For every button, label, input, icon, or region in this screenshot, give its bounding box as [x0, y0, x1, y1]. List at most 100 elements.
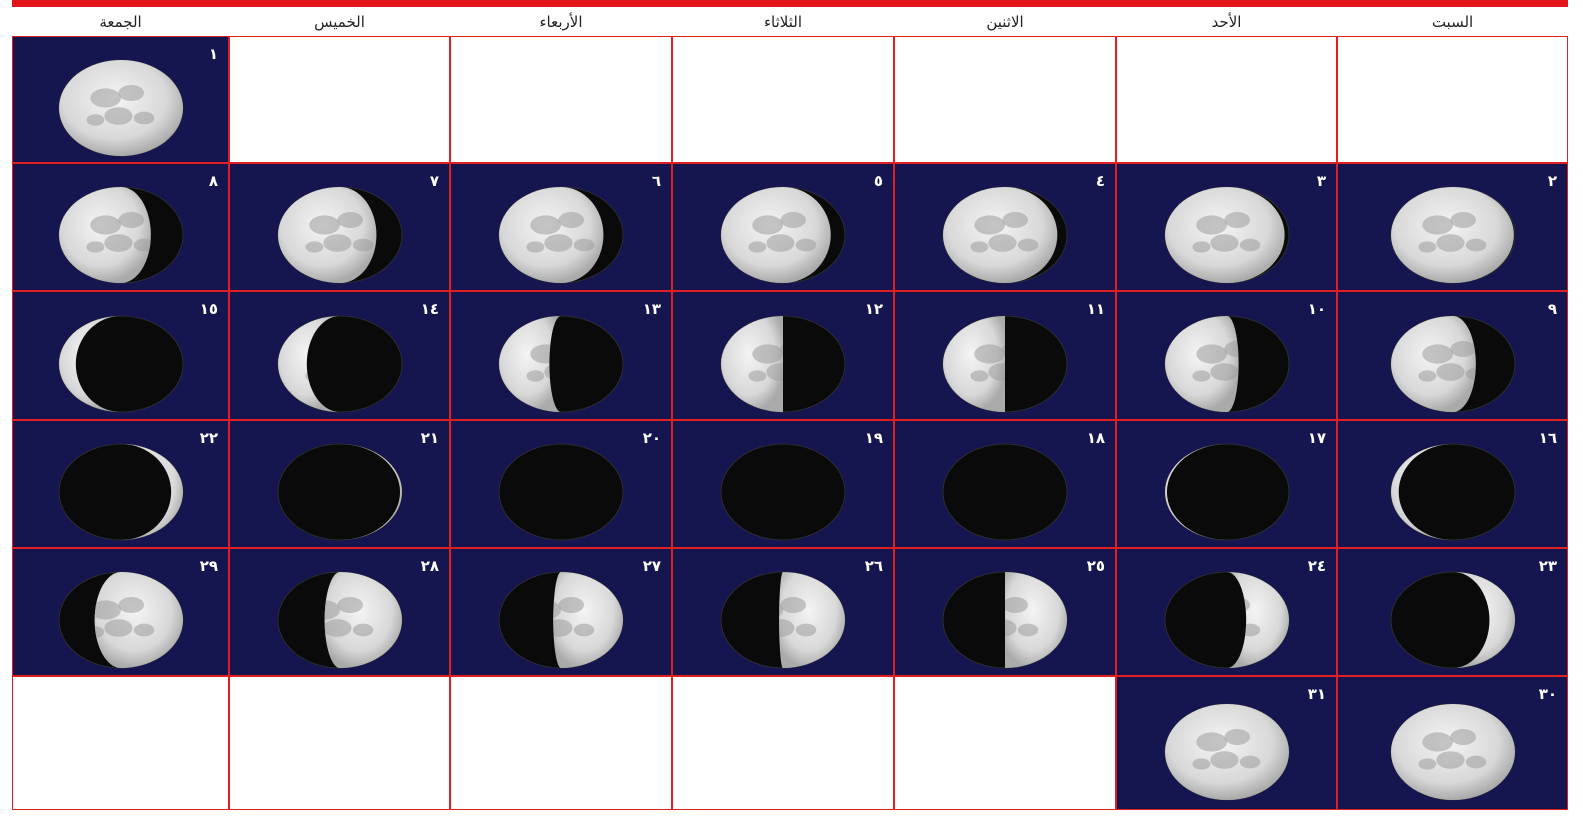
moon-phase-icon: [1390, 315, 1515, 413]
day-cell: ٢٣: [1337, 548, 1568, 676]
day-cell: ١٠: [1116, 291, 1337, 420]
empty-day-cell: [450, 676, 672, 810]
day-cell: ٢: [1337, 163, 1568, 291]
day-cell: ٣١: [1116, 676, 1337, 810]
weekday-header-tuesday: الثلاثاء: [764, 13, 803, 31]
day-number: ٩: [1547, 300, 1557, 318]
day-cell: ٦: [450, 163, 672, 291]
moon-image: [1389, 185, 1517, 289]
weekday-header-monday: الاثنين: [986, 13, 1024, 31]
moon-phase-icon: [942, 571, 1068, 669]
day-number: ٢٩: [199, 557, 218, 575]
moon-phase-icon: [1390, 703, 1515, 800]
day-cell: ١١: [894, 291, 1116, 420]
moon-image: [941, 314, 1069, 418]
day-cell: ٢٦: [672, 548, 894, 676]
day-cell: ٢٠: [450, 420, 672, 548]
day-number: ١٢: [864, 300, 883, 318]
moon-phase-calendar: السبت الأحد الاثنين الثلاثاء الأربعاء الخميس ا…: [12, 0, 1568, 812]
day-cell: ٧: [229, 163, 450, 291]
day-number: ٢٥: [1086, 557, 1105, 575]
day-cell: ٣٠: [1337, 676, 1568, 810]
weekday-header-wednesday: الأربعاء: [539, 13, 583, 31]
day-cell: ٢٥: [894, 548, 1116, 676]
day-number: ١: [208, 45, 218, 63]
day-number: ٢١: [420, 429, 439, 447]
moon-phase-icon: [498, 571, 624, 669]
day-number: ٣١: [1307, 685, 1326, 703]
moon-phase-icon: [1164, 186, 1289, 284]
moon-phase-icon: [498, 315, 624, 413]
day-cell: ٢٩: [12, 548, 229, 676]
moon-image: [497, 570, 625, 674]
moon-image: [941, 570, 1069, 674]
moon-image: [1163, 570, 1291, 674]
moon-phase-icon: [277, 315, 402, 413]
day-cell: ١٤: [229, 291, 450, 420]
day-number: ٢٠: [642, 429, 661, 447]
moon-phase-icon: [720, 571, 846, 669]
moon-image: [1163, 314, 1291, 418]
day-number: ٢٨: [420, 557, 439, 575]
day-cell: ١٥: [12, 291, 229, 420]
day-cell: ٤: [894, 163, 1116, 291]
empty-day-cell: [894, 36, 1116, 163]
day-cell: ٣: [1116, 163, 1337, 291]
day-number: ١٧: [1307, 429, 1326, 447]
moon-image: [1163, 702, 1291, 806]
moon-phase-icon: [1164, 571, 1289, 669]
moon-image: [941, 185, 1069, 289]
moon-phase-icon: [58, 59, 183, 156]
day-number: ١١: [1086, 300, 1105, 318]
empty-day-cell: [12, 676, 229, 810]
day-cell: ٨: [12, 163, 229, 291]
moon-phase-icon: [1164, 703, 1289, 800]
weekday-header-friday: الجمعة: [99, 13, 142, 31]
moon-image: [57, 442, 185, 546]
day-cell: ١٦: [1337, 420, 1568, 548]
empty-day-cell: [229, 36, 450, 163]
day-cell: ٥: [672, 163, 894, 291]
day-number: ١٥: [199, 300, 218, 318]
empty-day-cell: [1116, 36, 1337, 163]
moon-image: [1389, 702, 1517, 806]
moon-image: [497, 442, 625, 546]
day-cell: ١٣: [450, 291, 672, 420]
day-cell: ٩: [1337, 291, 1568, 420]
day-cell: ٢٤: [1116, 548, 1337, 676]
moon-phase-icon: [277, 443, 402, 541]
empty-day-cell: [450, 36, 672, 163]
moon-image: [1163, 442, 1291, 546]
day-cell: ١٢: [672, 291, 894, 420]
day-number: ٣: [1316, 172, 1326, 190]
day-number: ٢٦: [864, 557, 883, 575]
moon-image: [276, 185, 404, 289]
day-cell: ١: [12, 36, 229, 163]
empty-day-cell: [894, 676, 1116, 810]
day-number: ١٩: [864, 429, 883, 447]
weekday-header-sunday: الأحد: [1211, 13, 1242, 31]
moon-image: [276, 442, 404, 546]
moon-phase-icon: [1390, 443, 1515, 541]
empty-day-cell: [1337, 36, 1568, 163]
moon-image: [1163, 185, 1291, 289]
moon-phase-icon: [720, 315, 846, 413]
moon-image: [1389, 570, 1517, 674]
moon-phase-icon: [58, 443, 183, 541]
moon-image: [276, 570, 404, 674]
moon-image: [941, 442, 1069, 546]
moon-phase-icon: [58, 186, 183, 284]
day-number: ٢٤: [1307, 557, 1326, 575]
day-number: ٢٢: [199, 429, 218, 447]
moon-phase-icon: [720, 186, 846, 284]
day-number: ٢٧: [642, 557, 661, 575]
weekday-header-saturday: السبت: [1431, 13, 1474, 31]
moon-image: [497, 314, 625, 418]
moon-phase-icon: [942, 443, 1068, 541]
moon-phase-icon: [277, 571, 402, 669]
moon-phase-icon: [58, 315, 183, 413]
moon-image: [719, 442, 847, 546]
moon-phase-icon: [498, 186, 624, 284]
day-number: ٨: [208, 172, 218, 190]
moon-image: [57, 185, 185, 289]
